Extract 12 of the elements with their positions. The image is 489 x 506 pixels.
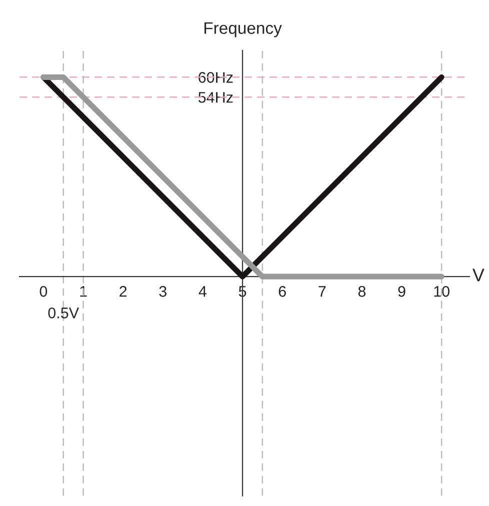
x-tick-label: 0 (40, 286, 48, 297)
x-tick-label: 2 (120, 286, 127, 297)
x-tick-label: 9 (398, 286, 406, 297)
x-tick-label: 6 (278, 286, 286, 297)
x-tick-label: 10 (434, 286, 450, 297)
x-tick-label: 7 (318, 286, 326, 297)
x-axis-title: V (472, 268, 484, 282)
x-tick-label: 4 (198, 286, 206, 297)
y-axis-title: Frequency (204, 22, 282, 38)
x-tick-label: 3 (159, 286, 166, 297)
annotation: 0.5V (48, 308, 79, 318)
x-tick-label: 8 (358, 286, 366, 297)
